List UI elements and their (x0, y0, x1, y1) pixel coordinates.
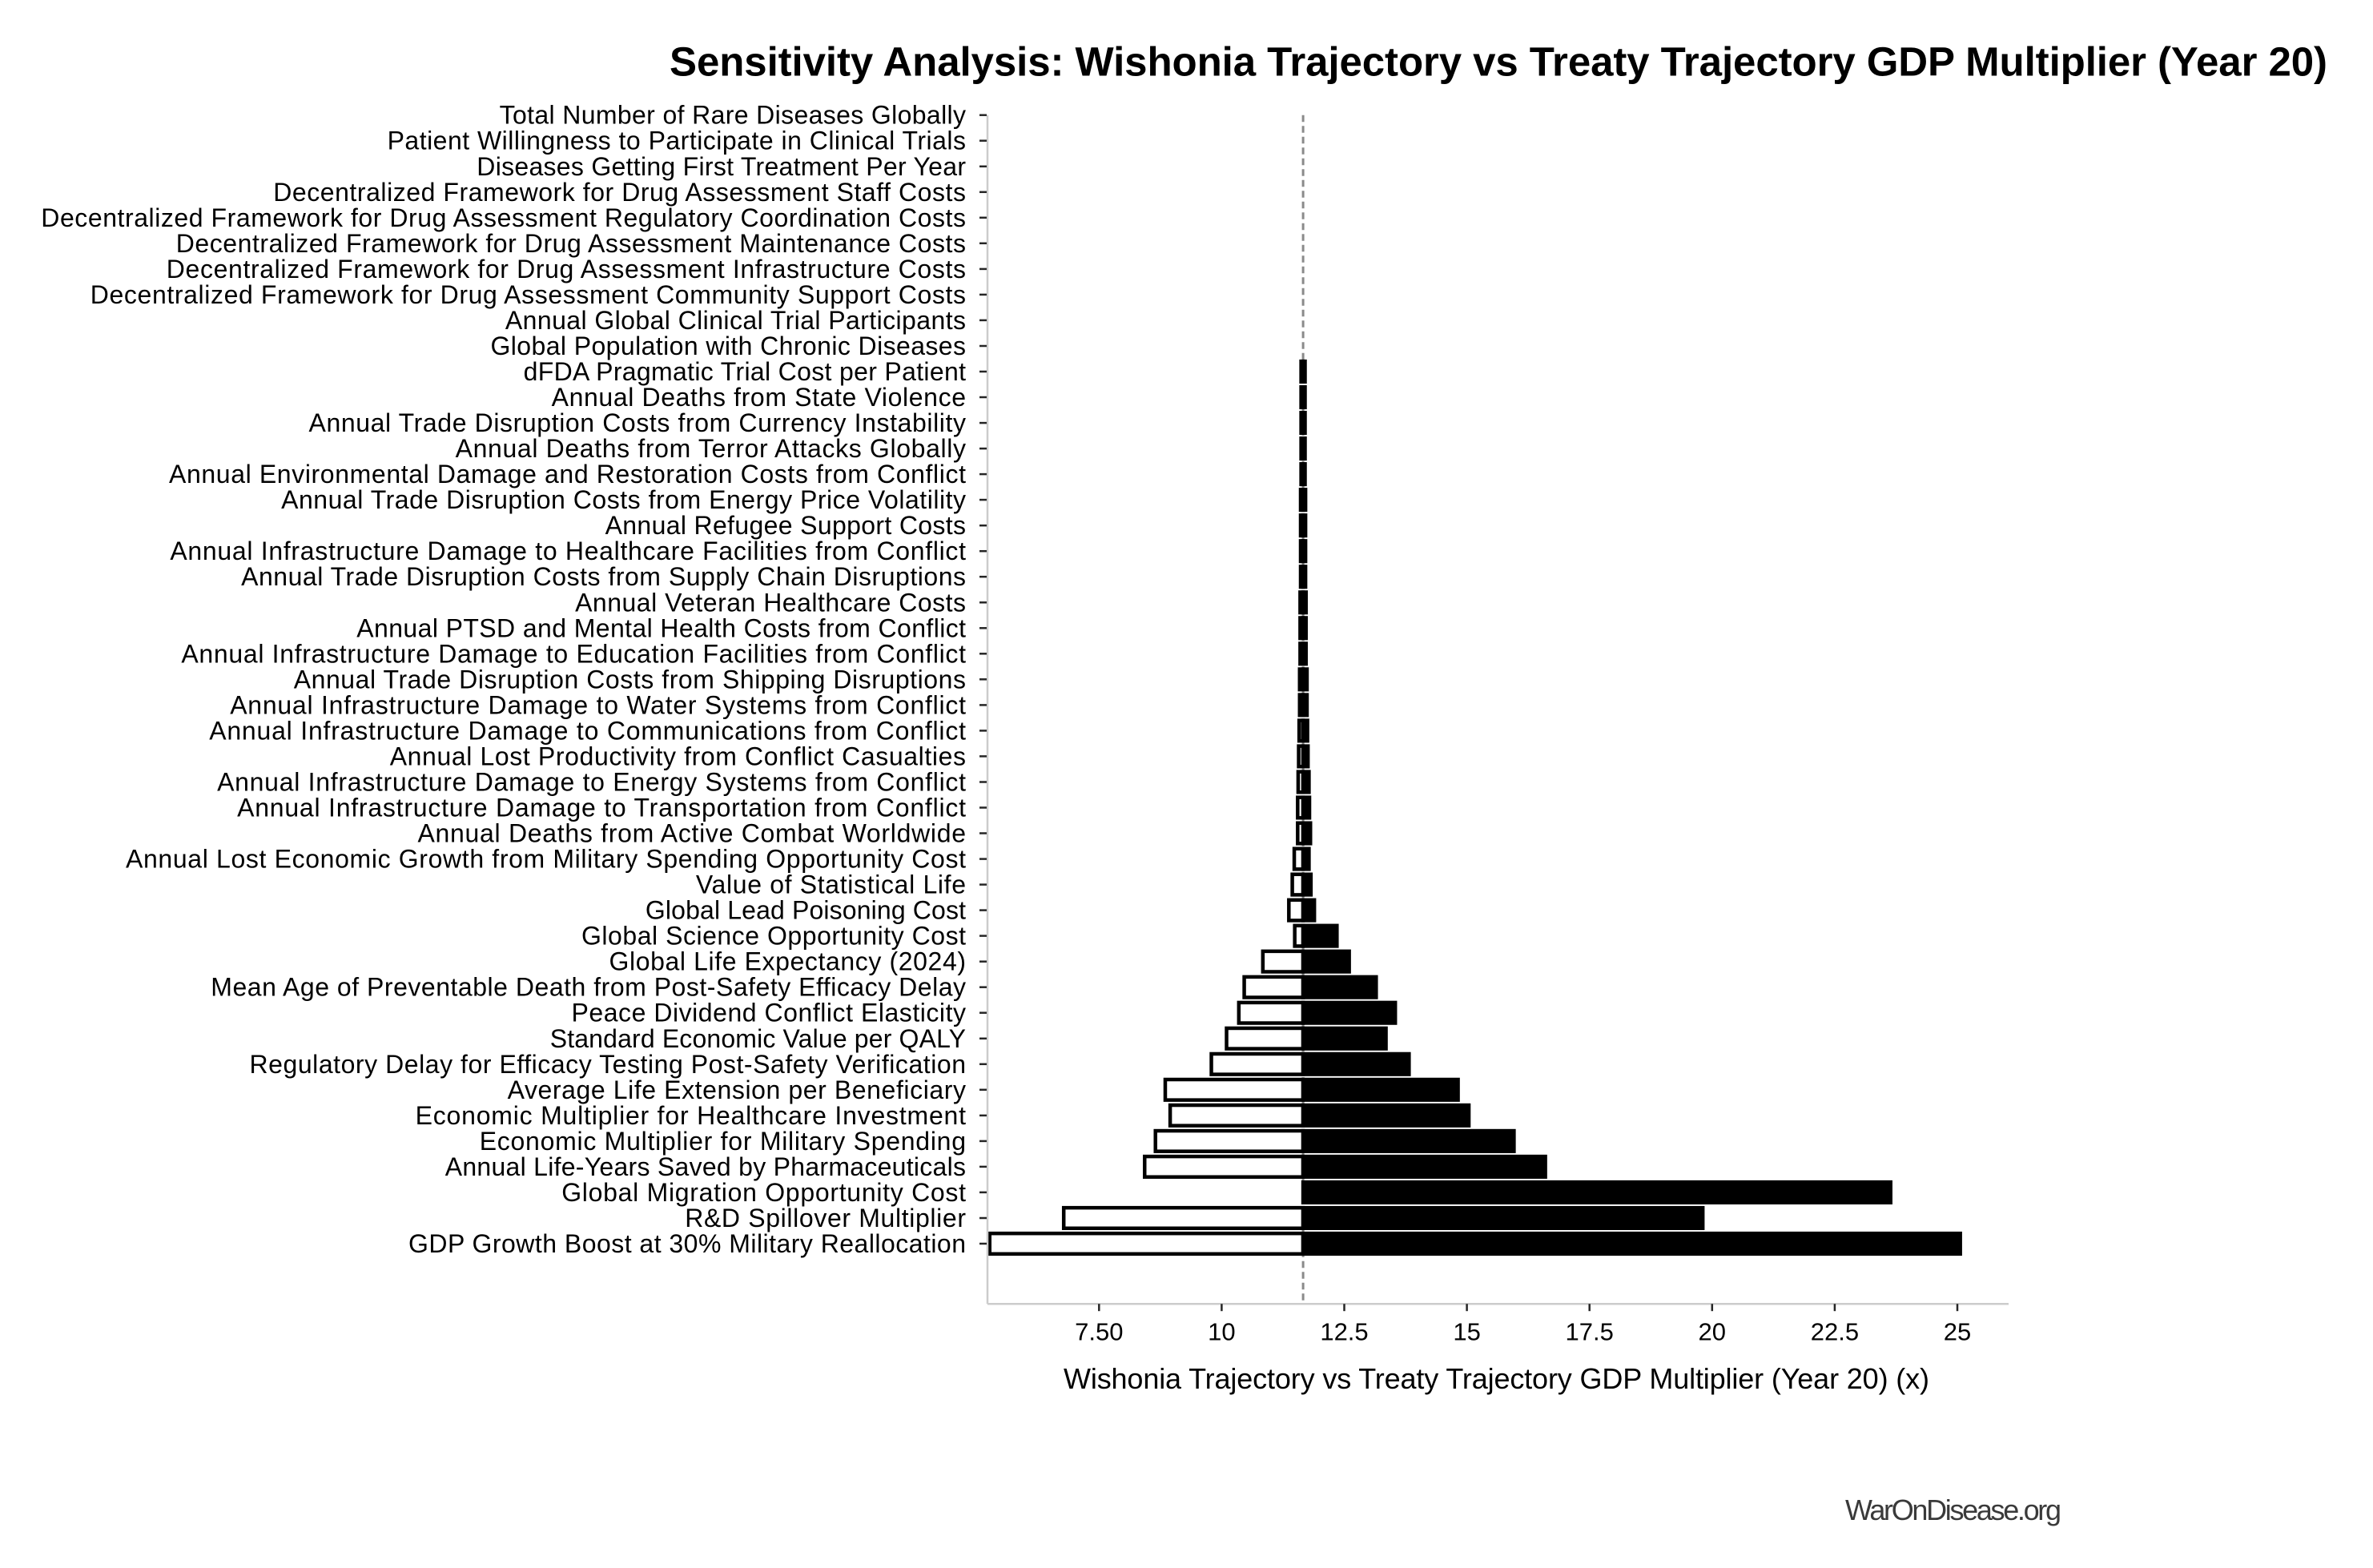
svg-text:Sensitivity Analysis: Wishonia: Sensitivity Analysis: Wishonia Trajector… (670, 39, 2327, 85)
svg-text:GDP Growth Boost at 30% Milita: GDP Growth Boost at 30% Military Realloc… (408, 1229, 966, 1258)
svg-text:Global Population with Chronic: Global Population with Chronic Diseases (491, 332, 967, 360)
svg-text:Economic Multiplier for Health: Economic Multiplier for Healthcare Inves… (416, 1101, 967, 1130)
svg-text:Annual Infrastructure Damage t: Annual Infrastructure Damage to Transpor… (237, 794, 966, 822)
svg-text:Annual Trade Disruption Costs: Annual Trade Disruption Costs from Suppl… (241, 562, 966, 591)
svg-text:10: 10 (1208, 1318, 1235, 1346)
svg-text:Annual Trade Disruption Costs: Annual Trade Disruption Costs from Curre… (309, 408, 967, 437)
svg-text:Annual Infrastructure Damage t: Annual Infrastructure Damage to Healthca… (170, 537, 966, 565)
svg-text:Annual Global Clinical Trial P: Annual Global Clinical Trial Participant… (505, 306, 966, 335)
svg-text:Annual Life-Years Saved by Pha: Annual Life-Years Saved by Pharmaceutica… (445, 1152, 966, 1181)
svg-text:Decentralized Framework for Dr: Decentralized Framework for Drug Assessm… (90, 280, 966, 309)
svg-text:Annual Environmental Damage an: Annual Environmental Damage and Restorat… (169, 460, 966, 488)
svg-text:7.50: 7.50 (1075, 1318, 1123, 1346)
svg-text:Average Life Extension per Ben: Average Life Extension per Beneficiary (508, 1075, 966, 1104)
svg-text:Regulatory Delay for Efficacy: Regulatory Delay for Efficacy Testing Po… (250, 1050, 967, 1079)
svg-text:Annual Infrastructure Damage t: Annual Infrastructure Damage to Educatio… (181, 639, 966, 668)
svg-text:Decentralized Framework for Dr: Decentralized Framework for Drug Assessm… (273, 178, 966, 207)
svg-text:Total Number of Rare Diseases: Total Number of Rare Diseases Globally (500, 101, 966, 130)
svg-text:Peace Dividend Conflict Elasti: Peace Dividend Conflict Elasticity (572, 999, 967, 1027)
svg-text:Patient Willingness to Partici: Patient Willingness to Participate in Cl… (388, 127, 966, 155)
svg-text:WarOnDisease.org: WarOnDisease.org (1845, 1494, 2061, 1526)
svg-text:Annual Veteran Healthcare Cost: Annual Veteran Healthcare Costs (575, 588, 966, 617)
svg-text:Global Migration Opportunity C: Global Migration Opportunity Cost (561, 1178, 966, 1207)
svg-text:25: 25 (1944, 1318, 1971, 1346)
svg-text:Annual PTSD and Mental Health: Annual PTSD and Mental Health Costs from… (356, 613, 966, 642)
svg-text:Annual Deaths from State Viole: Annual Deaths from State Violence (552, 383, 966, 412)
svg-text:Annual Trade Disruption Costs: Annual Trade Disruption Costs from Energ… (281, 485, 966, 514)
svg-text:Annual Lost Productivity from: Annual Lost Productivity from Conflict C… (390, 742, 966, 770)
svg-text:Value of Statistical Life: Value of Statistical Life (696, 870, 966, 899)
svg-text:Annual Trade Disruption Costs: Annual Trade Disruption Costs from Shipp… (294, 665, 966, 694)
svg-text:15: 15 (1453, 1318, 1480, 1346)
svg-text:22.5: 22.5 (1811, 1318, 1859, 1346)
svg-text:Wishonia Trajectory vs Treaty: Wishonia Trajectory vs Treaty Trajectory… (1064, 1362, 1929, 1395)
svg-text:R&D Spillover Multiplier: R&D Spillover Multiplier (685, 1204, 966, 1232)
svg-text:Decentralized Framework for Dr: Decentralized Framework for Drug Assessm… (167, 255, 966, 283)
svg-text:Decentralized Framework for Dr: Decentralized Framework for Drug Assessm… (41, 203, 966, 232)
svg-text:Annual Lost Economic Growth fr: Annual Lost Economic Growth from Militar… (126, 845, 966, 874)
svg-text:Mean Age of Preventable Death: Mean Age of Preventable Death from Post-… (211, 973, 966, 1002)
svg-text:Standard Economic Value per QA: Standard Economic Value per QALY (550, 1024, 966, 1053)
svg-text:Global Lead Poisoning Cost: Global Lead Poisoning Cost (646, 896, 966, 925)
svg-text:Annual Deaths from Terror Atta: Annual Deaths from Terror Attacks Global… (456, 434, 966, 463)
svg-text:Global Science Opportunity Cos: Global Science Opportunity Cost (581, 922, 966, 951)
svg-text:Annual Infrastructure Damage t: Annual Infrastructure Damage to Energy S… (217, 768, 966, 797)
svg-text:Decentralized Framework for Dr: Decentralized Framework for Drug Assessm… (176, 229, 966, 258)
svg-text:Annual Infrastructure Damage t: Annual Infrastructure Damage to Communic… (209, 716, 966, 745)
svg-text:Global Life Expectancy (2024): Global Life Expectancy (2024) (609, 947, 967, 976)
svg-text:dFDA Pragmatic Trial Cost per: dFDA Pragmatic Trial Cost per Patient (524, 357, 967, 386)
svg-text:20: 20 (1699, 1318, 1726, 1346)
svg-text:Annual Deaths from Active Comb: Annual Deaths from Active Combat Worldwi… (418, 819, 967, 848)
svg-text:Economic Multiplier for Milita: Economic Multiplier for Military Spendin… (480, 1127, 966, 1156)
svg-text:17.5: 17.5 (1566, 1318, 1614, 1346)
svg-text:12.5: 12.5 (1320, 1318, 1368, 1346)
svg-text:Annual Refugee Support Costs: Annual Refugee Support Costs (605, 511, 966, 540)
svg-text:Diseases Getting First Treatme: Diseases Getting First Treatment Per Yea… (477, 152, 966, 181)
svg-text:Annual Infrastructure Damage t: Annual Infrastructure Damage to Water Sy… (230, 690, 966, 719)
